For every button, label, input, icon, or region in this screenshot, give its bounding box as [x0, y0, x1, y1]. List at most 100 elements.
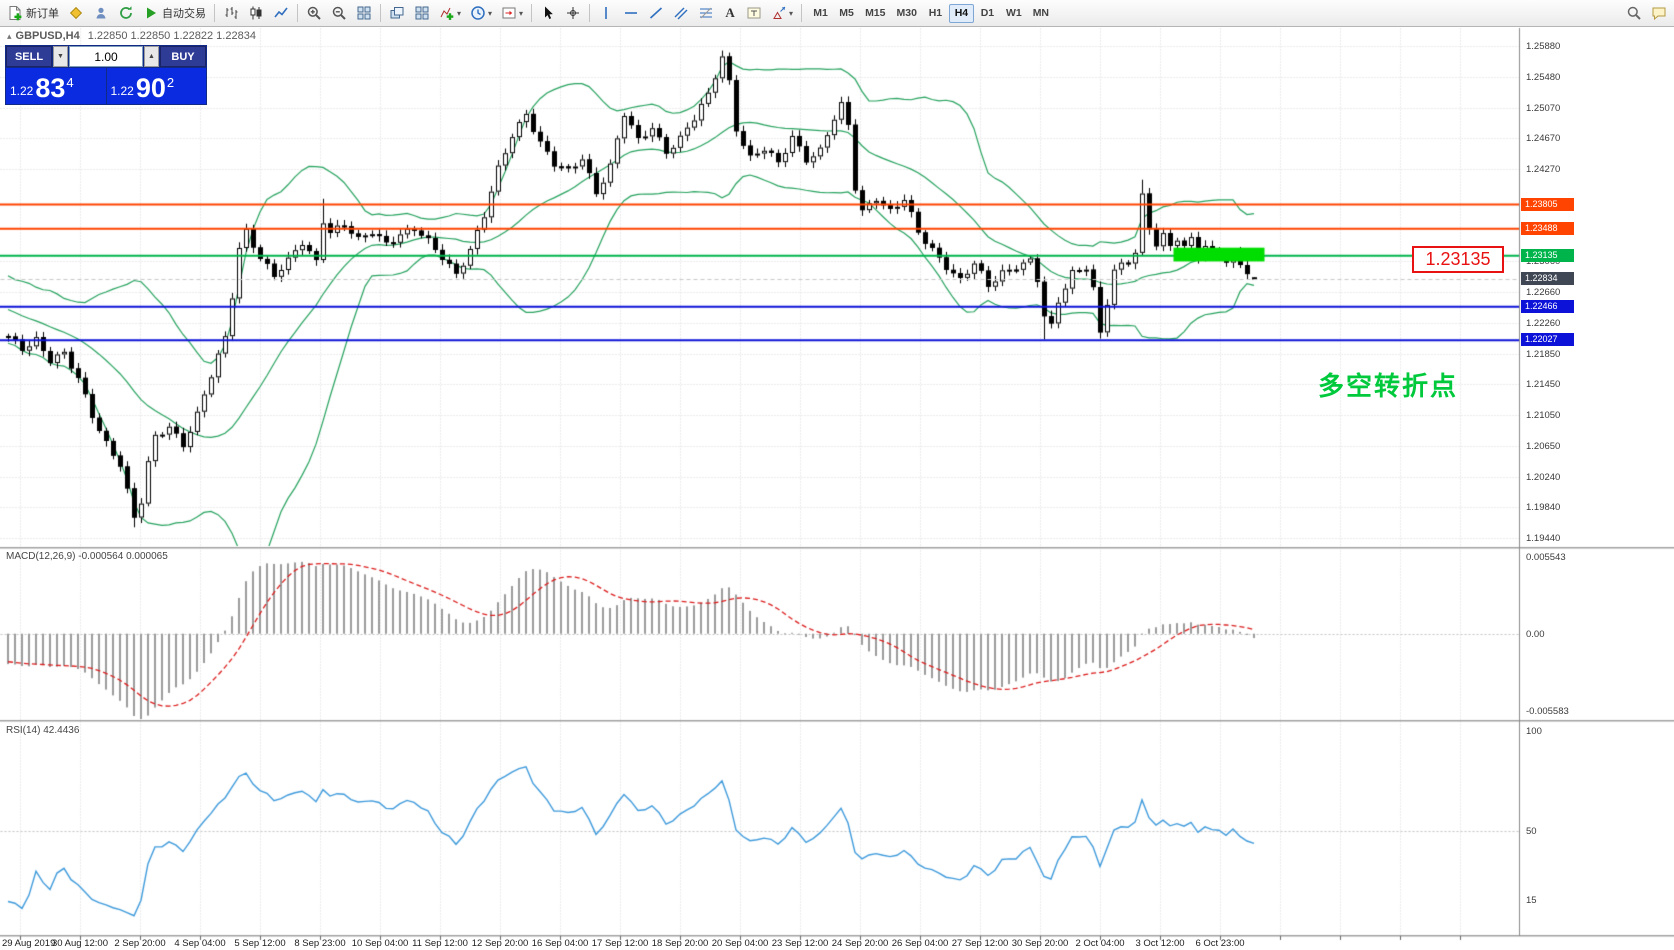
- caret-up-icon: ▲: [148, 53, 155, 60]
- toolbar: 新订单 自动交易 ▾ ▾ ▾: [0, 0, 1674, 27]
- tile-windows-button[interactable]: [352, 2, 376, 24]
- macd-axis-label: 0.00: [1526, 629, 1545, 640]
- time-axis-label: 12 Sep 20:00: [471, 938, 529, 949]
- timeframe-button-w1[interactable]: W1: [1001, 4, 1027, 23]
- refresh-icon: [118, 5, 134, 21]
- time-axis-label: 17 Sep 12:00: [591, 938, 649, 949]
- time-axis-label: 4 Sep 04:00: [174, 938, 226, 949]
- label-tool-button[interactable]: [742, 2, 766, 24]
- bar-chart-mode-button[interactable]: [219, 2, 243, 24]
- cursor-tool-button[interactable]: [536, 2, 560, 24]
- candlestick-mode-button[interactable]: [244, 2, 268, 24]
- buy-price-pipette: 2: [166, 75, 175, 90]
- chevron-down-icon[interactable]: ▾: [789, 8, 794, 18]
- price-axis-label: 1.22260: [1526, 318, 1561, 329]
- time-axis-label: 27 Sep 12:00: [951, 938, 1009, 949]
- arrange-windows-button[interactable]: [385, 2, 409, 24]
- time-axis-label: 20 Sep 04:00: [711, 938, 769, 949]
- price-callout-label[interactable]: 1.23135: [1412, 246, 1504, 273]
- chat-icon: [1651, 5, 1667, 21]
- sell-price[interactable]: 1.22 83 4: [6, 68, 106, 104]
- sell-button[interactable]: SELL: [6, 46, 52, 67]
- zoom-in-button[interactable]: [302, 2, 326, 24]
- vertical-line-icon: [598, 5, 614, 21]
- auto-trading-button[interactable]: 自动交易: [139, 2, 210, 24]
- metaeditor-button[interactable]: [64, 2, 88, 24]
- chevron-down-icon[interactable]: ▾: [519, 8, 524, 18]
- toolbar-separator: [531, 4, 533, 22]
- shapes-tool-button[interactable]: ▾: [767, 2, 797, 24]
- timeframe-button-m15[interactable]: M15: [860, 4, 890, 23]
- timeframe-button-m30[interactable]: M30: [892, 4, 922, 23]
- line-chart-mode-button[interactable]: [269, 2, 293, 24]
- fibonacci-icon: [698, 5, 714, 21]
- vertical-line-tool-button[interactable]: [594, 2, 618, 24]
- price-level-badge: 1.22834: [1521, 272, 1574, 285]
- buy-price[interactable]: 1.22 90 2: [106, 68, 206, 104]
- crosshair-tool-button[interactable]: [561, 2, 585, 24]
- one-click-trading-panel: SELL ▼ ▲ BUY 1.22 83 4 1.22 90 2: [5, 45, 207, 105]
- auto-trading-label: 自动交易: [162, 8, 206, 20]
- time-axis-label: 6 Oct 23:00: [1195, 938, 1245, 949]
- price-level-badge: 1.22466: [1521, 300, 1574, 313]
- timeframe-button-m5[interactable]: M5: [834, 4, 859, 23]
- text-tool-button[interactable]: A: [719, 2, 741, 24]
- chevron-down-icon[interactable]: ▾: [488, 8, 493, 18]
- time-axis-label: 2 Sep 20:00: [114, 938, 166, 949]
- ohlc-bars-icon: [223, 5, 239, 21]
- buy-price-prefix: 1.22: [110, 84, 134, 98]
- new-order-button[interactable]: 新订单: [3, 2, 63, 24]
- price-axis-label: 1.24270: [1526, 164, 1561, 175]
- toolbar-separator: [214, 4, 215, 22]
- cursor-icon: [540, 5, 556, 21]
- horizontal-line-icon: [623, 5, 639, 21]
- chart-annotation-text[interactable]: 多空转折点: [1318, 371, 1459, 401]
- timeframe-button-h4[interactable]: H4: [948, 3, 974, 23]
- timeframe-button-mn[interactable]: MN: [1028, 4, 1054, 23]
- trendline-tool-button[interactable]: [644, 2, 668, 24]
- auto-arrange-button[interactable]: [410, 2, 434, 24]
- arrange-icon: [414, 5, 430, 21]
- price-level-badge: 1.23488: [1521, 222, 1574, 235]
- fibonacci-tool-button[interactable]: [694, 2, 718, 24]
- time-axis-label: 10 Sep 04:00: [351, 938, 409, 949]
- metaeditor-icon: [68, 5, 84, 21]
- price-level-badge: 1.23805: [1521, 198, 1574, 211]
- zoom-out-button[interactable]: [327, 2, 351, 24]
- price-level-badge: 1.23135: [1521, 249, 1574, 262]
- time-axis-label: 5 Sep 12:00: [234, 938, 286, 949]
- time-axis-label: 23 Sep 12:00: [771, 938, 829, 949]
- price-axis-label: 1.24670: [1526, 133, 1561, 144]
- timeframe-button-h1[interactable]: H1: [923, 4, 948, 23]
- timeframe-button-m1[interactable]: M1: [808, 4, 833, 23]
- volume-increase-button[interactable]: ▲: [144, 46, 159, 67]
- timeframe-button-d1[interactable]: D1: [975, 4, 1000, 23]
- chart-ohlc-header: ▴ GBPUSD,H4 1.22850 1.22850 1.22822 1.2283…: [7, 30, 256, 42]
- community-button[interactable]: [89, 2, 113, 24]
- buy-button[interactable]: BUY: [160, 46, 206, 67]
- templates-button[interactable]: ▾: [497, 2, 527, 24]
- search-icon: [1626, 5, 1642, 21]
- rsi-axis-label: 100: [1526, 726, 1542, 737]
- volume-decrease-button[interactable]: ▼: [53, 46, 68, 67]
- time-axis-label: 18 Sep 20:00: [651, 938, 709, 949]
- rsi-indicator-label: RSI(14) 42.4436: [6, 725, 80, 736]
- one-click-toggle-icon[interactable]: ▴: [7, 31, 12, 41]
- time-axis-label: 30 Sep 20:00: [1011, 938, 1069, 949]
- price-axis-label: 1.25480: [1526, 72, 1561, 83]
- chevron-down-icon[interactable]: ▾: [457, 8, 462, 18]
- periods-button[interactable]: ▾: [466, 2, 496, 24]
- time-axis-label: 30 Aug 12:00: [52, 938, 108, 949]
- refresh-button[interactable]: [114, 2, 138, 24]
- chat-button[interactable]: [1647, 2, 1671, 24]
- horizontal-line-tool-button[interactable]: [619, 2, 643, 24]
- trendline-icon: [648, 5, 664, 21]
- search-button[interactable]: [1622, 2, 1646, 24]
- indicators-button[interactable]: ▾: [435, 2, 465, 24]
- channel-tool-button[interactable]: [669, 2, 693, 24]
- price-axis-label: 1.25070: [1526, 103, 1561, 114]
- toolbar-separator: [801, 4, 803, 22]
- volume-input[interactable]: [69, 46, 143, 67]
